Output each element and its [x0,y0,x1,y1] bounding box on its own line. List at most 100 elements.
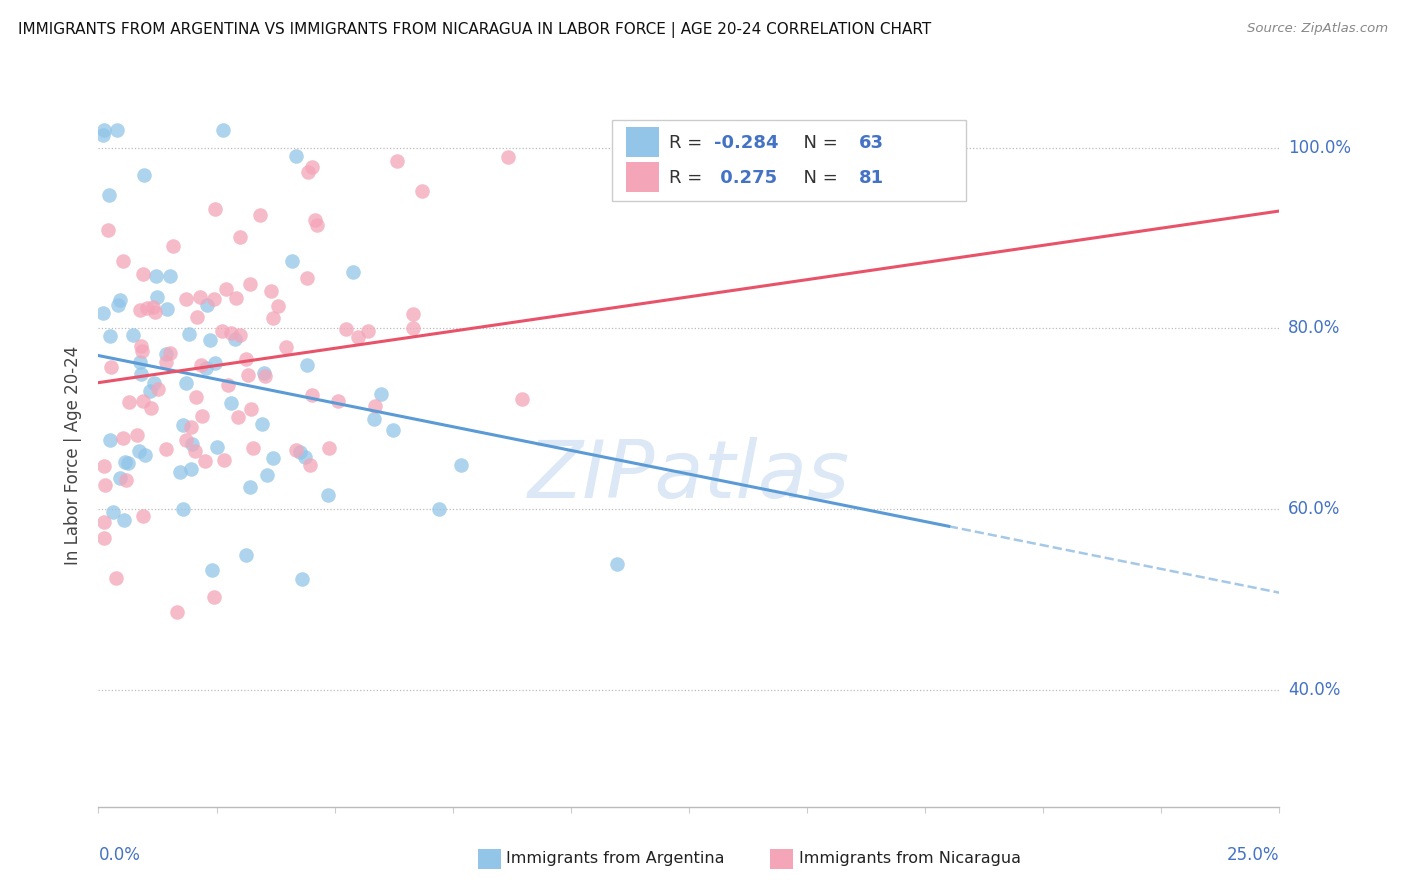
Point [363,411,385,425]
Point [143,305,166,319]
Point [142,376,165,390]
Point [229,328,252,343]
Text: N =: N = [792,134,844,152]
Point [129,367,152,381]
Point [204,355,226,369]
Text: 60.0%: 60.0% [1288,500,1340,518]
Point [162,239,184,253]
Point [370,387,392,401]
Point [291,572,314,586]
Point [363,399,385,413]
Point [98,188,121,202]
Point [97,222,120,236]
Point [112,431,135,445]
Text: Source: ZipAtlas.com: Source: ZipAtlas.com [1247,22,1388,36]
Point [219,326,242,341]
Point [132,509,155,524]
Point [250,417,273,431]
Point [155,442,177,457]
Point [94,478,117,492]
Point [91,305,114,319]
Point [224,332,246,346]
Point [156,302,179,317]
Point [174,376,197,390]
Point [201,563,224,577]
Point [105,571,128,585]
Point [148,382,170,396]
Point [301,160,323,174]
Point [211,122,233,136]
Point [267,298,290,312]
Point [382,423,405,437]
Point [402,321,425,335]
Point [301,388,323,402]
Point [225,291,247,305]
Point [180,419,202,434]
Point [128,443,150,458]
Point [132,267,155,281]
Point [159,269,181,284]
Y-axis label: In Labor Force | Age 20-24: In Labor Force | Age 20-24 [65,345,83,565]
Point [186,310,208,325]
Point [129,302,152,317]
Point [219,395,242,409]
Point [172,502,194,516]
Point [91,128,114,142]
Text: 25.0%: 25.0% [1227,847,1279,864]
Point [256,467,278,482]
Point [129,339,152,353]
Point [411,184,433,198]
Point [93,122,115,136]
Point [387,154,409,169]
Text: 0.0%: 0.0% [98,847,141,864]
Point [100,360,122,375]
Point [118,395,141,409]
Point [155,347,177,361]
Point [212,453,235,467]
Point [239,277,262,291]
Point [121,327,143,342]
Text: R =: R = [669,169,707,187]
Point [253,366,276,380]
Text: 81: 81 [859,169,884,187]
Point [195,298,218,312]
Point [200,333,222,347]
Point [346,330,368,344]
Point [254,368,277,383]
Point [181,437,204,451]
Point [318,441,340,455]
Point [159,346,181,360]
Point [155,355,177,369]
Point [217,377,239,392]
Point [180,462,202,476]
Point [262,450,284,465]
Point [202,293,225,307]
Point [450,458,472,473]
FancyBboxPatch shape [626,162,659,192]
Point [169,465,191,479]
Point [145,269,167,284]
Point [128,355,150,369]
Point [204,202,226,217]
Point [262,311,284,326]
Point [142,300,165,314]
Point [294,450,316,464]
Point [235,549,257,563]
Text: ZIPatlas: ZIPatlas [527,437,851,515]
Point [238,480,260,494]
Point [174,292,197,306]
Point [194,360,217,375]
Point [202,590,225,604]
Point [127,427,149,442]
Point [93,458,115,473]
Point [183,443,205,458]
Point [188,289,211,303]
Text: 0.275: 0.275 [714,169,778,187]
Point [356,324,378,338]
Point [304,213,326,227]
Point [166,605,188,619]
Point [211,324,233,338]
Point [214,282,236,296]
Point [226,410,249,425]
Point [146,290,169,304]
